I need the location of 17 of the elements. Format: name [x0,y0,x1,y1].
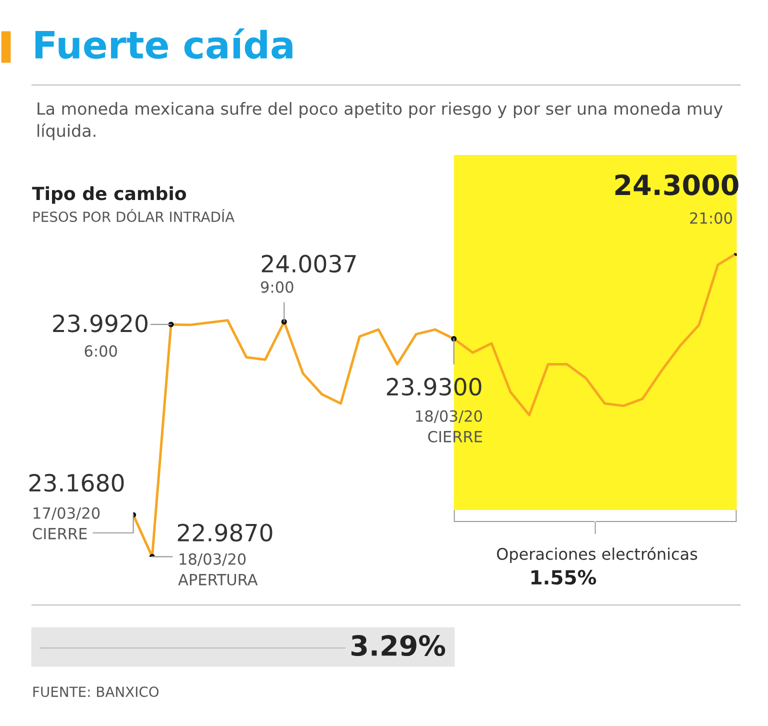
data-label: 23.1680 [29,474,124,492]
chart-subtitle: La moneda mexicana sufre del poco apetito por riesgo y por ser una moneda muy líquida. [38,102,723,140]
data-label: 24.0037 [262,254,356,273]
text: 17/03/20 CIERRE [32,507,100,540]
annotation: 18/03/20 APERTURA [178,553,258,586]
annotation: 9:00 [260,281,294,293]
text: 3.29% [351,635,446,656]
text: 21:00 [690,212,732,224]
text: PESOS POR DÓLAR INTRADÍA [33,208,234,222]
source-note: FUENTE: BANXICO [33,686,159,698]
annotation: Operaciones electrónicas [496,546,698,564]
text: 1.55% [531,570,596,585]
text: 6:00 [84,345,117,357]
data-label: 22.9870 [178,524,272,542]
data-label: 23.9920 [53,314,148,332]
chart-title: Fuerte caída [35,28,292,59]
y-axis-title: Tipo de cambio [32,186,186,204]
